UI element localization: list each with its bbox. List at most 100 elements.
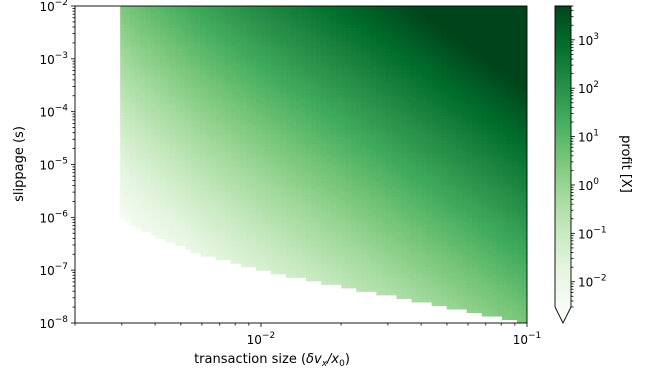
heatmap-cell [421,104,428,109]
heatmap-cell [386,104,392,109]
heatmap-cell [200,62,207,67]
heatmap-cell [130,150,136,155]
heatmap-cell [135,72,141,78]
heatmap-cell [285,245,292,250]
heatmap-cell [321,199,327,204]
heatmap-cell [185,199,192,204]
heatmap-cell [381,157,387,162]
heatmap-cell [421,129,428,134]
heatmap-cell [301,263,307,268]
heatmap-cell [170,143,177,148]
heatmap-cell [376,227,382,233]
heatmap-cell [145,62,151,67]
heatmap-cell [240,16,247,21]
heatmap-cell [200,203,207,208]
heatmap-cell [150,94,156,99]
heatmap-cell [316,111,322,116]
heatmap-cell [260,192,267,197]
heatmap-cell [331,146,337,152]
heatmap-cell [245,136,252,141]
heatmap-cell [160,192,166,197]
heatmap-cell [351,192,357,197]
heatmap-cell [140,199,146,204]
heatmap-cell [205,48,212,53]
heatmap-cell [190,224,197,229]
heatmap-cell [371,132,377,137]
heatmap-cell [250,171,257,176]
heatmap-cell [401,277,408,282]
heatmap-cell [265,83,272,88]
heatmap-cell [446,280,453,285]
heatmap-cell [396,72,403,78]
heatmap-cell [436,122,443,127]
heatmap-cell [285,263,292,268]
heatmap-cell [341,203,347,208]
heatmap-cell [356,277,362,282]
heatmap-cell [321,153,327,159]
heatmap-cell [301,20,307,25]
heatmap-cell [381,203,387,208]
heatmap-cell [135,55,141,60]
heatmap-cell [326,249,332,254]
heatmap-cell [316,164,322,169]
heatmap-cell [411,143,418,148]
heatmap-cell [331,277,337,282]
heatmap-cell [336,72,342,78]
heatmap-cell [175,97,182,102]
heatmap-cell [366,87,372,92]
heatmap-cell [406,83,413,88]
heatmap-cell [270,150,277,155]
heatmap-cell [416,150,423,155]
heatmap-cell [341,206,347,211]
heatmap-cell [245,241,252,247]
heatmap-cell [391,23,398,28]
heatmap-cell [436,129,443,134]
heatmap-cell [200,90,207,95]
heatmap-cell [245,27,252,32]
heatmap-cell [180,30,187,35]
heatmap-cell [436,132,443,137]
heatmap-cell [401,263,408,268]
heatmap-cell [306,178,312,183]
heatmap-cell [371,199,377,204]
heatmap-cell [416,224,423,229]
heatmap-cell [361,9,367,14]
heatmap-cell [316,136,322,141]
heatmap-cell [301,185,307,190]
heatmap-cell [406,97,413,102]
heatmap-cell [311,164,317,169]
heatmap-cell [205,58,212,63]
heatmap-cell [165,189,172,194]
heatmap-cell [366,234,372,240]
heatmap-cell [150,213,156,218]
heatmap-cell [280,51,287,56]
heatmap-cell [321,20,327,25]
heatmap-cell [446,175,453,180]
heatmap-cell [306,252,312,257]
heatmap-cell [441,23,448,28]
heatmap-cell [145,199,151,204]
heatmap-cell [265,111,272,116]
heatmap-cell [406,55,413,60]
heatmap-cell [195,27,202,32]
heatmap-cell [406,76,413,81]
heatmap-cell [351,284,357,289]
heatmap-cell [396,44,403,49]
heatmap-cell [255,115,262,120]
heatmap-cell [165,48,172,53]
heatmap-cell [165,234,172,240]
heatmap-cell [265,44,272,49]
heatmap-cell [170,189,177,194]
heatmap-cell [441,146,448,152]
heatmap-cell [336,44,342,49]
heatmap-cell [411,27,418,32]
heatmap-cell [215,157,222,162]
heatmap-cell [270,238,277,243]
heatmap-cell [135,171,141,176]
heatmap-cell [336,146,342,152]
heatmap-cell [235,238,242,243]
heatmap-cell [275,83,282,88]
heatmap-cell [401,48,408,53]
heatmap-cell [185,97,192,102]
heatmap-cell [336,37,342,42]
